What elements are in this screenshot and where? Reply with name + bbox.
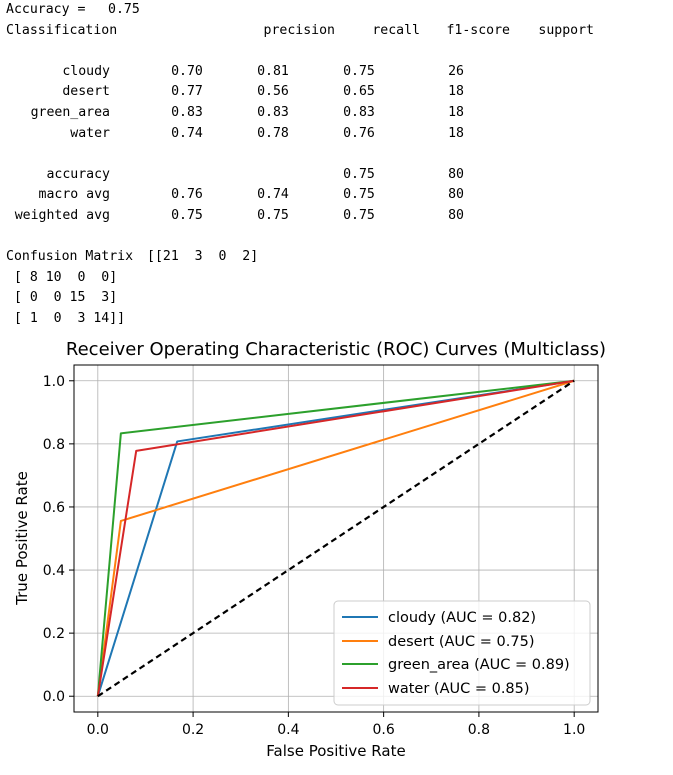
row-label: accuracy [46,166,110,182]
confusion-matrix-label: Confusion Matrix [6,249,134,265]
y-tick-label: 1.0 [43,374,65,390]
reference-line [97,379,575,698]
f1-value: 0.75 [343,63,375,79]
legend-label: cloudy (AUC = 0.82) [388,610,536,626]
confusion-matrix-row: [ 0 0 15 3] [6,290,118,306]
legend-box [333,600,591,706]
series-line-water [96,379,575,697]
support-value: 80 [448,207,464,223]
support-value: 26 [448,63,464,79]
recall-value: 0.75 [257,207,289,223]
precision-value: 0.74 [171,125,203,141]
y-tick-label: 0.4 [43,563,65,579]
f1-value: 0.75 [343,207,375,223]
blank-line [6,227,666,248]
support-header: support [538,22,594,38]
support-value: 80 [448,166,464,182]
confusion-matrix-line: [ 8 10 0 0] [6,268,666,289]
y-tick-label: 0.2 [43,626,65,642]
row-label: macro avg [38,187,110,203]
support-value: 18 [448,104,464,120]
row-label: desert [62,84,110,100]
report-row: water 0.74 0.78 0.76 18 [6,124,666,145]
recall-value: 0.78 [257,125,289,141]
report-header-line: Classification precision recall f1-score… [6,21,666,42]
precision-header: precision [263,22,335,38]
x-tick-label: 0.0 [87,722,109,738]
classification-report: Accuracy = 0.75 Classification precision… [6,0,666,330]
legend-label: water (AUC = 0.85) [388,681,530,697]
x-tick-label: 0.8 [468,722,490,738]
precision-value: 0.75 [171,207,203,223]
chart-title: Receiver Operating Characteristic (ROC) … [66,339,606,360]
summary-row: macro avg 0.76 0.74 0.75 80 [6,185,666,206]
row-label: water [70,125,110,141]
recall-value: 0.74 [257,187,289,203]
plot-frame [73,364,599,713]
y-axis-label: True Positive Rate [13,471,31,606]
support-value: 18 [448,125,464,141]
legend: cloudy (AUC = 0.82) desert (AUC = 0.75) … [333,600,591,706]
accuracy-value: 0.75 [108,2,140,17]
recall-value: 0.56 [257,84,289,100]
accuracy-line: Accuracy = 0.75 [6,0,666,21]
f1-value: 0.76 [343,125,375,141]
support-value: 80 [448,187,464,203]
precision-value: 0.70 [171,63,203,79]
row-label: cloudy [62,63,110,79]
y-tick-label: 0.0 [43,689,65,705]
f1-value: 0.75 [343,187,375,203]
f1-value: 0.83 [343,104,375,120]
support-value: 18 [448,84,464,100]
f1-value: 0.75 [343,166,375,182]
grid-lines [74,365,598,712]
blank-line [6,41,666,62]
classification-label: Classification [6,22,118,38]
x-tick-label: 0.2 [182,722,204,738]
precision-value: 0.83 [171,104,203,120]
summary-row: accuracy 0.75 80 [6,165,666,186]
recall-header: recall [372,22,420,38]
x-tick-label: 0.4 [277,722,299,738]
legend-label: green_area (AUC = 0.89) [388,657,570,673]
x-axis-label: False Positive Rate [266,742,405,760]
x-tick-label: 0.6 [373,722,395,738]
y-axis-ticks: 0.0 0.2 0.4 0.6 0.8 1.0 [43,374,74,705]
confusion-matrix-line: [ 1 0 3 14]] [6,309,666,330]
confusion-matrix-line: Confusion Matrix [[21 3 0 2] [6,247,666,268]
series-lines [96,379,575,697]
report-row: desert 0.77 0.56 0.65 18 [6,82,666,103]
report-row: cloudy 0.70 0.81 0.75 26 [6,62,666,83]
f1-value: 0.65 [343,84,375,100]
report-row: green_area 0.83 0.83 0.83 18 [6,103,666,124]
series-line-green-area [96,379,575,697]
precision-value: 0.77 [171,84,203,100]
y-tick-label: 0.8 [43,437,65,453]
row-label: weighted avg [14,207,110,223]
recall-value: 0.81 [257,63,289,79]
confusion-matrix-row: [ 1 0 3 14]] [6,310,126,326]
legend-label: desert (AUC = 0.75) [388,634,534,650]
summary-row: weighted avg 0.75 0.75 0.75 80 [6,206,666,227]
accuracy-label: Accuracy = [6,2,86,17]
precision-value: 0.76 [171,187,203,203]
roc-chart: Receiver Operating Characteristic (ROC) … [13,339,606,760]
confusion-matrix-line: [ 0 0 15 3] [6,288,666,309]
f1-score-header: f1-score [446,22,510,38]
row-label: green_area [30,104,110,120]
recall-value: 0.83 [257,104,289,120]
x-tick-label: 1.0 [563,722,585,738]
series-line-desert [96,379,575,697]
y-tick-label: 0.6 [43,500,65,516]
confusion-matrix-row: [[21 3 0 2] [147,249,259,265]
x-axis-ticks: 0.0 0.2 0.4 0.6 0.8 1.0 [87,712,585,738]
confusion-matrix-row: [ 8 10 0 0] [6,269,118,285]
blank-line [6,144,666,165]
